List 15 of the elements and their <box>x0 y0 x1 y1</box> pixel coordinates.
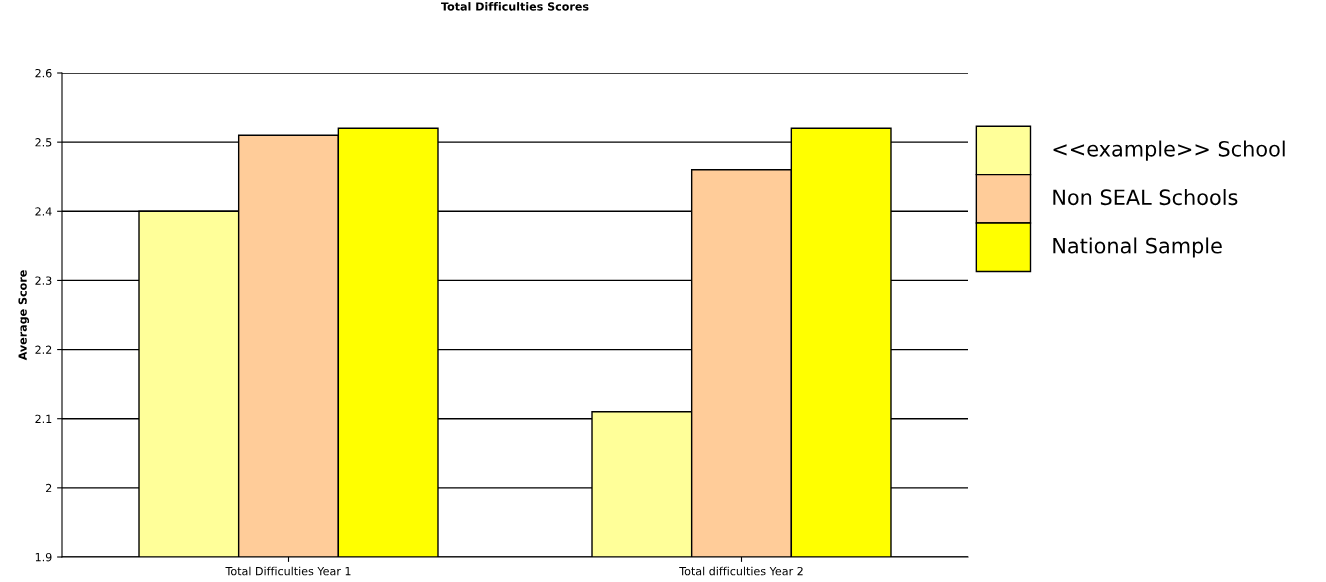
y-tick-label: 2.4 <box>35 207 52 216</box>
y-tick-label: 2.6 <box>35 68 52 78</box>
x-tick-label: Total Difficulties Year 1 <box>225 566 351 576</box>
legend-label: Non SEAL Schools <box>1053 189 1238 206</box>
y-tick-label: 2.2 <box>35 345 52 354</box>
y-tick-label: 2.5 <box>35 138 52 147</box>
chart-title: Total Difficulties Scores <box>441 2 589 11</box>
y-tick-label: 2.1 <box>35 414 52 423</box>
y-axis-title: Average Score <box>18 270 30 361</box>
legend-label: <<example>> School <box>1053 140 1285 161</box>
x-tick-label: Total difficulties Year 2 <box>679 566 803 576</box>
y-tick-label: 2.3 <box>35 276 52 285</box>
y-tick-label: 2 <box>46 483 52 493</box>
y-tick-label: 1.9 <box>35 552 52 562</box>
legend-label: National Sample <box>1053 237 1222 258</box>
